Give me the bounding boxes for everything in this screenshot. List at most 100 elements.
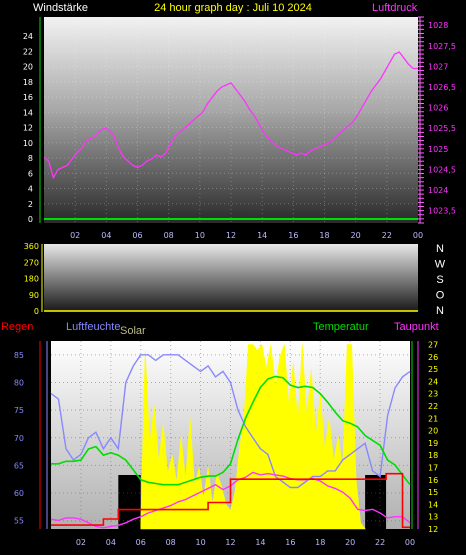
night-shade — [365, 475, 387, 529]
time-tick-label: 16 — [288, 231, 298, 240]
compass-label: S — [436, 274, 443, 286]
compass-label: N — [436, 243, 444, 255]
temperature-tick-label: 15 — [428, 488, 438, 497]
wind-speed-label: Windstärke — [33, 2, 88, 14]
wind-tick-label: 24 — [23, 32, 33, 41]
pressure-tick-label: 1028 — [428, 21, 448, 30]
wind-tick-label: 6 — [28, 169, 33, 178]
temperature-tick-label: 24 — [428, 377, 438, 386]
pressure-tick-label: 1027 — [428, 62, 448, 71]
time-tick-label: 10 — [195, 231, 205, 240]
wind-tick-label: 10 — [23, 139, 33, 148]
temperature-tick-label: 19 — [428, 439, 438, 448]
pressure-tick-label: 1024 — [428, 186, 448, 195]
humidity-line — [50, 354, 411, 489]
rain-label: Regen — [1, 321, 33, 333]
humidity-tick-label: 75 — [14, 406, 24, 415]
pressure-tick-label: 1025,5 — [428, 124, 456, 133]
time-tick-label: 08 — [166, 538, 176, 547]
time-tick-label: 06 — [132, 231, 142, 240]
temperature-tick-label: 27 — [428, 340, 438, 349]
temperature-tick-label: 12 — [428, 525, 438, 534]
solar-label: Solar — [120, 325, 146, 337]
time-tick-label: 22 — [375, 538, 385, 547]
panel1-plot-area — [44, 17, 418, 223]
panel3-time-axis: 02 04 06 08 10 12 14 16 18 20 22 00 — [76, 538, 415, 547]
dewpoint-label: Taupunkt — [394, 321, 439, 333]
humidity-tick-label: 70 — [14, 434, 24, 443]
temperature-tick-label: 17 — [428, 463, 438, 472]
wind-tick-label: 0 — [28, 215, 33, 224]
compass-label: O — [436, 290, 445, 302]
time-tick-label: 02 — [76, 538, 86, 547]
time-tick-label: 06 — [136, 538, 146, 547]
wind-tick-label: 22 — [23, 47, 33, 56]
night-shade — [118, 475, 141, 529]
panel2-plot-area — [44, 244, 418, 311]
humidity-tick-label: 80 — [14, 378, 24, 387]
pressure-line — [43, 51, 418, 180]
wind-tick-label: 2 — [28, 200, 33, 209]
time-tick-label: 08 — [164, 231, 174, 240]
time-tick-label: 00 — [405, 538, 415, 547]
pressure-tick-label: 1026,5 — [428, 83, 456, 92]
time-tick-label: 18 — [315, 538, 325, 547]
time-tick-label: 04 — [101, 231, 111, 240]
temperature-line — [51, 375, 411, 486]
temperature-tick-label: 22 — [428, 402, 438, 411]
wind-tick-label: 18 — [23, 78, 33, 87]
time-tick-label: 10 — [195, 538, 205, 547]
temperature-tick-label: 25 — [428, 365, 438, 374]
time-tick-label: 14 — [257, 231, 267, 240]
time-tick-label: 20 — [345, 538, 355, 547]
pressure-tick-label: 1024,5 — [428, 165, 456, 174]
temperature-tick-label: 20 — [428, 427, 438, 436]
temperature-label: Temperatur — [313, 321, 369, 333]
time-tick-label: 04 — [106, 538, 116, 547]
pressure-tick-label: 1025 — [428, 145, 448, 154]
humidity-tick-label: 65 — [14, 461, 24, 470]
pressure-tick-label: 1023,5 — [428, 207, 456, 216]
humidity-tick-label: 60 — [14, 489, 24, 498]
rain-line — [51, 472, 410, 529]
time-tick-label: 22 — [382, 231, 392, 240]
wind-tick-label: 8 — [28, 154, 33, 163]
time-tick-label: 12 — [226, 231, 236, 240]
time-tick-label: 20 — [351, 231, 361, 240]
panel1-series — [43, 51, 418, 220]
temperature-tick-label: 16 — [428, 476, 438, 485]
panel1-pressure-axis: 1023,5 1024 1024,5 1025 1025,5 1026 1026,5 1027… — [418, 16, 456, 224]
time-tick-label: 14 — [255, 538, 265, 547]
direction-tick-label: 270 — [24, 258, 39, 267]
direction-tick-label: 360 — [24, 242, 39, 251]
wind-tick-label: 14 — [23, 108, 33, 117]
time-tick-label: 12 — [225, 538, 235, 547]
direction-tick-label: 90 — [29, 291, 39, 300]
wind-tick-label: 20 — [23, 63, 33, 72]
panel3-night-shading — [118, 475, 387, 529]
time-tick-label: 02 — [70, 231, 80, 240]
chart-title: 24 hour graph day : Juli 10 2024 — [154, 2, 312, 14]
wind-tick-label: 12 — [23, 124, 33, 133]
panel1-time-axis: 02 04 06 08 10 12 14 16 18 20 22 00 — [70, 231, 423, 240]
time-tick-label: 18 — [319, 231, 329, 240]
humidity-tick-label: 55 — [14, 517, 24, 526]
wind-tick-label: 4 — [28, 185, 33, 194]
temperature-tick-label: 26 — [428, 353, 438, 362]
compass-label: N — [436, 305, 444, 317]
humidity-tick-label: 85 — [14, 351, 24, 360]
pressure-label: Luftdruck — [372, 2, 418, 14]
pressure-tick-label: 1027,5 — [428, 42, 456, 51]
temperature-tick-label: 23 — [428, 390, 438, 399]
humidity-label: Luftfeuchte — [66, 321, 120, 333]
time-tick-label: 16 — [285, 538, 295, 547]
temperature-tick-label: 14 — [428, 500, 438, 509]
pressure-tick-label: 1026 — [428, 104, 448, 113]
wind-tick-label: 16 — [23, 93, 33, 102]
temperature-tick-label: 21 — [428, 414, 438, 423]
direction-tick-label: 180 — [24, 275, 39, 284]
direction-tick-label: 0 — [34, 307, 39, 316]
